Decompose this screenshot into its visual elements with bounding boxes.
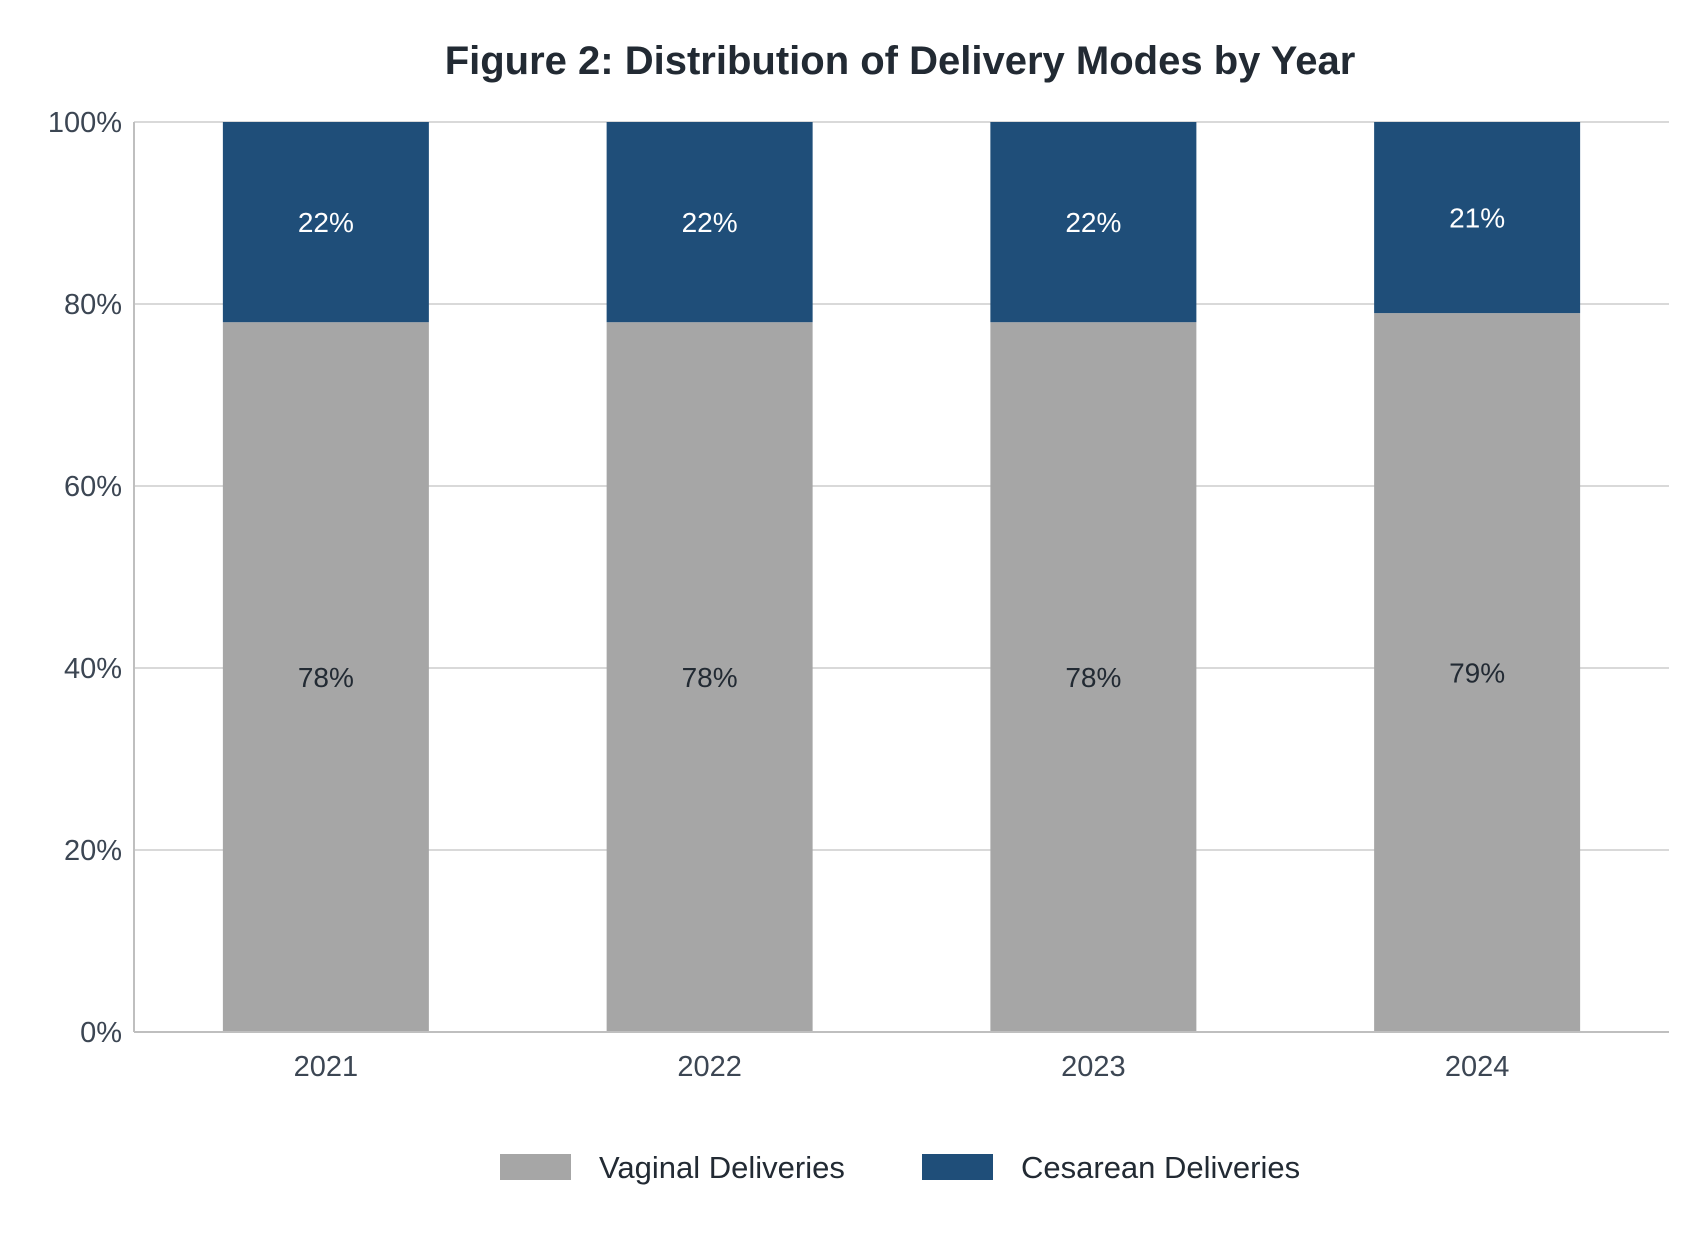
bar-segment <box>990 322 1197 1032</box>
bar-segment <box>606 322 813 1032</box>
x-tick-label: 2023 <box>1061 1051 1126 1083</box>
data-label: 21% <box>1449 203 1505 234</box>
bar-segment <box>606 122 813 323</box>
legend-label: Vaginal Deliveries <box>599 1150 845 1185</box>
bar-segment <box>222 122 429 323</box>
y-tick-label: 40% <box>64 653 122 685</box>
bars <box>222 122 1581 1033</box>
data-label: 22% <box>1065 207 1121 238</box>
y-tick-label: 80% <box>64 289 122 321</box>
x-tick-label: 2022 <box>677 1051 742 1083</box>
data-labels: 78% 22% 78% 22% 78% 22% 79% 21% <box>298 203 1505 694</box>
y-tick-label: 60% <box>64 471 122 503</box>
x-tick-label: 2021 <box>294 1051 359 1083</box>
y-tick-label: 0% <box>80 1017 122 1049</box>
bar-segment <box>222 322 429 1032</box>
legend-swatch <box>500 1154 571 1180</box>
x-tick-label: 2024 <box>1445 1051 1510 1083</box>
data-label: 22% <box>682 207 738 238</box>
chart-title: Figure 2: Distribution of Delivery Modes… <box>445 39 1356 83</box>
bar-segment <box>1374 122 1581 314</box>
bar-segment <box>1374 313 1581 1033</box>
data-label: 78% <box>298 662 354 693</box>
data-label: 79% <box>1449 658 1505 689</box>
data-label: 78% <box>1065 662 1121 693</box>
data-label: 22% <box>298 207 354 238</box>
y-tick-label: 100% <box>48 107 122 139</box>
legend-swatch <box>922 1154 993 1180</box>
axes: 0% 20% 40% 60% 80% 100% 2021 2022 2023 2024 <box>48 107 1669 1083</box>
y-tick-label: 20% <box>64 835 122 867</box>
bar-segment <box>990 122 1197 323</box>
legend-label: Cesarean Deliveries <box>1021 1150 1300 1185</box>
data-label: 78% <box>682 662 738 693</box>
legend: Vaginal Deliveries Cesarean Deliveries <box>500 1150 1300 1185</box>
